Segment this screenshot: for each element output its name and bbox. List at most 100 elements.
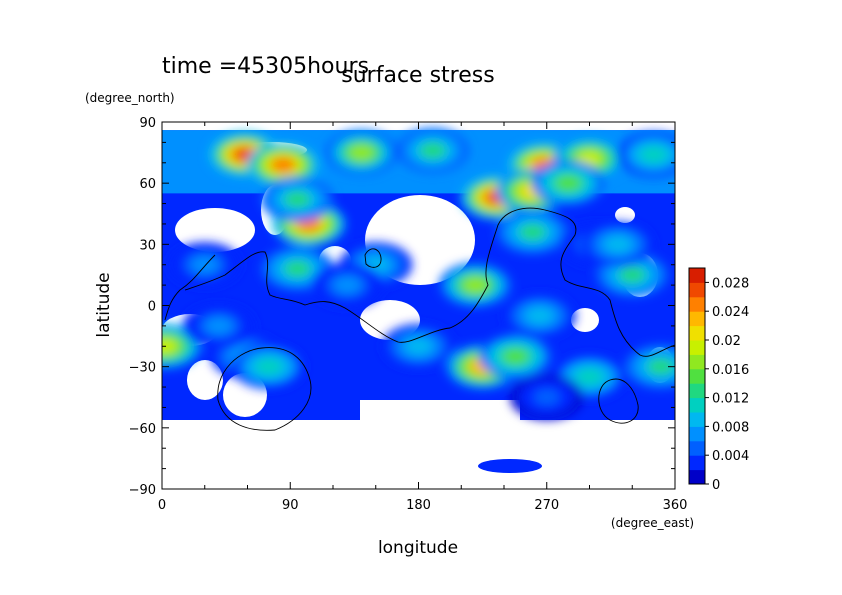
stress-contour bbox=[647, 358, 674, 375]
colorbar-frame bbox=[688, 267, 706, 485]
stress-maximum bbox=[182, 303, 256, 349]
stress-maximum bbox=[382, 323, 455, 369]
time-label: time =45305hours bbox=[162, 54, 369, 79]
x-tick-label: 270 bbox=[534, 498, 559, 513]
colorbar-swatch bbox=[689, 340, 705, 355]
colorbar-labels: 0.028 0.024 0.02 0.016 0.012 0.008 0.004… bbox=[712, 276, 749, 493]
y-tick-label: −60 bbox=[129, 422, 156, 437]
blank-region bbox=[571, 308, 599, 332]
colorbar-tick-label: 0.028 bbox=[712, 276, 749, 291]
stress-contour bbox=[576, 150, 603, 167]
x-tick-label: 90 bbox=[282, 498, 299, 513]
stress-maximum bbox=[581, 221, 655, 267]
south-blank-mid bbox=[360, 400, 520, 430]
x-tick-label: 0 bbox=[158, 498, 166, 513]
colorbar-swatch bbox=[689, 268, 705, 283]
stress-maximum bbox=[260, 246, 334, 292]
colorbar-swatch bbox=[689, 383, 705, 399]
colorbar-swatch bbox=[689, 325, 705, 341]
stress-maximum bbox=[624, 344, 675, 390]
colorbar-tick-label: 0.012 bbox=[712, 392, 749, 407]
stress-contour bbox=[526, 307, 553, 324]
stress-contour bbox=[348, 144, 375, 161]
x-tick-label: 180 bbox=[406, 498, 431, 513]
stress-maximum bbox=[325, 130, 398, 175]
stress-maximum bbox=[168, 242, 242, 288]
coastline bbox=[164, 207, 675, 357]
stress-maximum bbox=[246, 142, 320, 188]
y-tick-label: 30 bbox=[139, 238, 156, 253]
stress-contour bbox=[206, 317, 232, 334]
stress-maximum bbox=[617, 132, 675, 178]
colorbar-swatch bbox=[689, 455, 705, 471]
stress-maximum bbox=[503, 293, 577, 339]
stress-contour bbox=[533, 389, 560, 406]
colorbar-swatch bbox=[689, 296, 705, 312]
colorbar-swatch bbox=[689, 354, 705, 370]
stress-contour bbox=[284, 191, 311, 208]
south-polar-blank bbox=[162, 420, 675, 489]
stress-field bbox=[162, 128, 675, 489]
x-tick-labels: 0 90 180 270 360 bbox=[158, 498, 688, 513]
colorbar-tick-label: 0 bbox=[712, 478, 720, 493]
stress-contour bbox=[255, 358, 282, 375]
stress-maximum bbox=[260, 177, 334, 222]
y-unit-label: (degree_north) bbox=[85, 91, 175, 105]
y-axis-label: latitude bbox=[94, 272, 114, 337]
stress-contour bbox=[555, 175, 582, 192]
colorbar-swatch bbox=[689, 426, 705, 442]
stress-maximum bbox=[531, 160, 605, 206]
y-tick-label: 90 bbox=[139, 116, 156, 131]
stress-contour bbox=[270, 156, 297, 173]
y-tick-label: 0 bbox=[148, 300, 156, 315]
y-tick-label: −30 bbox=[129, 361, 156, 376]
stress-maximum bbox=[396, 128, 470, 173]
stress-contour bbox=[191, 256, 218, 273]
colorbar-swatch bbox=[689, 311, 705, 327]
colorbar-tick-label: 0.008 bbox=[712, 420, 749, 435]
coastline bbox=[217, 347, 312, 431]
stress-contour bbox=[284, 260, 311, 277]
stress-maximum bbox=[310, 262, 384, 308]
stress-maxima bbox=[162, 128, 675, 420]
stress-contour bbox=[619, 266, 646, 283]
colorbar-swatch bbox=[689, 368, 705, 384]
stress-maximum bbox=[439, 262, 512, 308]
x-axis-label: longitude bbox=[378, 538, 458, 558]
stress-contour bbox=[405, 338, 432, 355]
stress-contour bbox=[605, 236, 631, 253]
stress-maximum bbox=[496, 209, 569, 255]
coastlines bbox=[164, 207, 675, 431]
blank-region bbox=[187, 360, 223, 400]
colorbar-tick-label: 0.024 bbox=[712, 305, 749, 320]
colorbar-swatch bbox=[689, 282, 705, 298]
stress-maximum bbox=[232, 344, 306, 390]
chart-title: surface stress bbox=[341, 63, 494, 88]
stress-contour bbox=[334, 277, 361, 294]
x-tick-label: 360 bbox=[663, 498, 688, 513]
blank-region bbox=[175, 208, 255, 252]
stress-contour bbox=[162, 338, 178, 355]
blank-region bbox=[615, 207, 635, 223]
stress-contour bbox=[419, 142, 446, 159]
axis-ticks bbox=[161, 121, 676, 490]
stress-contour bbox=[576, 368, 603, 385]
coastline bbox=[364, 248, 382, 268]
colorbar-tick-label: 0.02 bbox=[712, 334, 741, 349]
colorbar-tick-label: 0.004 bbox=[712, 449, 749, 464]
stress-maximum bbox=[479, 334, 552, 379]
colorbar-tick-label: 0.016 bbox=[712, 363, 749, 378]
colorbar-swatch bbox=[689, 397, 705, 413]
y-tick-label: −90 bbox=[129, 483, 156, 498]
stress-contour bbox=[519, 224, 546, 241]
colorbar-swatch bbox=[689, 412, 705, 427]
coastline bbox=[598, 378, 639, 424]
colorbar-swatch bbox=[689, 469, 705, 485]
colorbar bbox=[688, 267, 709, 485]
stress-maximum bbox=[510, 374, 584, 420]
colorbar-swatch bbox=[689, 440, 705, 456]
south-patch bbox=[478, 459, 542, 473]
y-tick-labels: 90 60 30 0 −30 −60 −90 bbox=[129, 116, 156, 498]
stress-contour bbox=[502, 348, 529, 365]
